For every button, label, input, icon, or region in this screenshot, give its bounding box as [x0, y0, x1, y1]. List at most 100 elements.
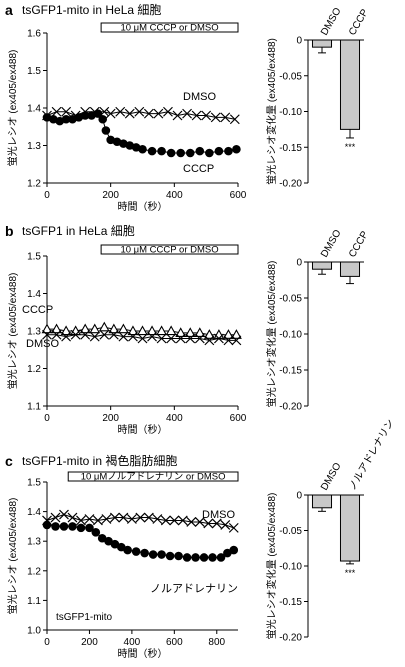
data-point: [163, 106, 173, 117]
y-tick-label: -0.15: [279, 366, 302, 377]
x-tick-label: 200: [102, 413, 119, 424]
data-point: [223, 329, 234, 339]
category-label: CCCP: [347, 7, 371, 37]
y-tick-label: 1.1: [27, 596, 41, 607]
data-point: [85, 523, 94, 533]
y-tick-label: -0.20: [279, 179, 302, 190]
line-chart-b: 1.1 1.2 1.3 1.4 1.5 0 200 400 600 時間（秒） 蛍光レシオ (ex4…: [6, 244, 247, 436]
category-label: ノルアドレナリン: [346, 417, 396, 492]
data-point: [201, 110, 212, 121]
x-axis-label: 時間（秒）: [118, 200, 168, 213]
series-label: CCCP: [183, 163, 214, 175]
y-tick-label: 1.6: [27, 29, 41, 40]
panel-title: tsGFP1-mito in HeLa 細胞: [22, 3, 161, 17]
data-point: [101, 126, 111, 135]
data-point: [176, 148, 185, 158]
data-point: [124, 108, 135, 119]
y-tick-label: 1.0: [27, 626, 41, 637]
data-point: [51, 323, 62, 334]
y-axis-label: 蛍光レシオ (ex405/ex488): [6, 498, 19, 615]
data-point: [135, 512, 146, 523]
panel-a: a tsGFP1-mito in HeLa 細胞 1.2 1.3 1.4 1.5 1.6…: [5, 2, 371, 213]
panel-letter: a: [5, 2, 13, 18]
data-point: [165, 325, 177, 336]
y-tick-label: -0.20: [279, 633, 302, 644]
y-tick-label: 1.2: [27, 179, 41, 190]
data-point: [59, 522, 69, 531]
data-point: [61, 331, 72, 342]
data-point: [185, 333, 196, 344]
bar: [311, 494, 333, 509]
data-point: [166, 148, 176, 158]
line-chart-a: 1.2 1.3 1.4 1.5 1.6 0 200 400 600 時間（秒） 蛍光レシオ (ex4…: [6, 22, 247, 213]
data-point: [98, 321, 110, 332]
significance-label: ***: [345, 142, 356, 152]
data-point: [79, 323, 91, 334]
y-tick-label: 1.5: [27, 478, 41, 489]
y-axis-label: 蛍光レシオ (ex405/ex488): [6, 273, 19, 390]
data-point: [99, 329, 110, 340]
x-tick-label: 400: [124, 637, 141, 648]
data-point: [229, 114, 240, 125]
data-point: [172, 110, 183, 121]
category-label: DMSO: [319, 461, 344, 493]
y-tick-label: -0.10: [279, 562, 302, 573]
data-point: [42, 329, 52, 340]
data-point: [61, 106, 72, 117]
data-point: [51, 106, 62, 117]
y-tick-label: 1.3: [27, 327, 41, 338]
data-point: [148, 550, 158, 559]
y-tick-label: 1.5: [27, 66, 41, 77]
data-point: [42, 520, 52, 530]
data-point: [108, 323, 120, 334]
y-axis-label: 蛍光レシオ変化量 (ex405/ex488): [265, 493, 278, 640]
data-point: [147, 331, 157, 342]
x-tick-label: 600: [230, 190, 247, 201]
y-tick-label: 1.4: [27, 104, 41, 115]
y-tick-label: -0.05: [279, 71, 302, 82]
data-point: [68, 522, 77, 531]
data-point: [157, 146, 166, 156]
series-label: ノルアドレナリン: [150, 582, 238, 595]
data-point: [220, 112, 231, 123]
y-tick-label: 1.1: [27, 402, 41, 413]
bar: [339, 261, 361, 277]
y-tick-label: -0.05: [279, 526, 302, 537]
panel-b: b tsGFP1 in HeLa 細胞 1.1 1.2 1.3 1.4 1.5 0 200 4…: [5, 223, 371, 436]
data-point: [123, 545, 132, 555]
data-point: [231, 335, 242, 346]
x-tick-label: 800: [208, 637, 225, 648]
y-tick-label: 0: [296, 36, 302, 47]
data-point: [208, 553, 217, 562]
data-point: [214, 146, 224, 156]
data-point: [84, 514, 95, 524]
y-axis-label: 蛍光レシオ変化量 (ex405/ex488): [265, 38, 278, 185]
data-point: [51, 522, 60, 531]
data-point: [191, 110, 202, 121]
y-tick-label: -0.15: [279, 143, 302, 154]
y-tick-label: 1.4: [27, 289, 41, 300]
y-tick-label: -0.15: [279, 597, 302, 608]
data-point: [203, 329, 215, 339]
data-point: [194, 517, 205, 527]
y-tick-label: 0: [296, 491, 302, 502]
data-point: [194, 333, 205, 344]
bar: [311, 261, 333, 270]
data-point: [152, 514, 163, 524]
data-point: [175, 333, 186, 344]
data-point: [165, 551, 175, 561]
data-point: [160, 515, 171, 526]
y-axis-label: 蛍光レシオ (ex405/ex488): [6, 50, 19, 167]
data-point: [41, 323, 53, 334]
data-point: [199, 553, 209, 562]
significance-label: ***: [345, 568, 356, 578]
x-tick-label: 0: [44, 637, 50, 648]
y-tick-label: -0.10: [279, 330, 302, 341]
panel-title: tsGFP1 in HeLa 細胞: [22, 224, 135, 238]
data-point: [223, 335, 234, 346]
data-point: [166, 333, 177, 344]
data-point: [101, 514, 112, 524]
data-point: [70, 329, 81, 340]
